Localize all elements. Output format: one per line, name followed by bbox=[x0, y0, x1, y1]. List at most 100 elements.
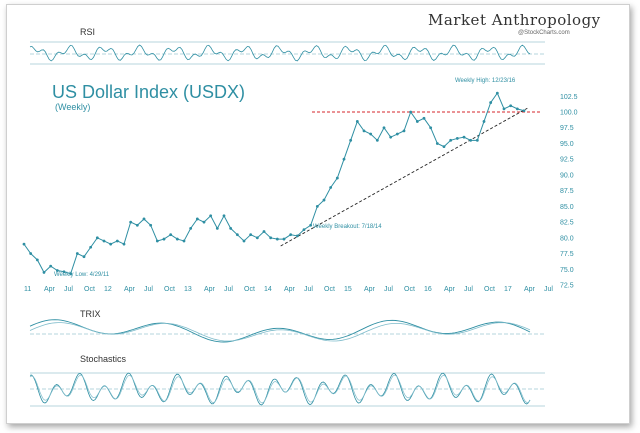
price-point bbox=[335, 176, 339, 180]
price-point bbox=[149, 223, 153, 227]
price-point bbox=[449, 138, 453, 142]
price-point bbox=[442, 145, 446, 149]
price-point bbox=[95, 236, 99, 240]
price-point bbox=[322, 198, 326, 202]
price-point bbox=[169, 233, 173, 237]
annotation-weekly-high: Weekly High: 12/23/16 bbox=[455, 78, 516, 84]
price-point bbox=[315, 204, 319, 208]
y-tick-label: 77.5 bbox=[560, 251, 574, 258]
x-tick-label: Oct bbox=[404, 286, 415, 293]
price-point bbox=[289, 233, 293, 237]
chart-subtitle: (Weekly) bbox=[55, 102, 90, 112]
x-tick-label: Apr bbox=[204, 286, 216, 293]
price-point bbox=[155, 239, 159, 243]
price-point bbox=[82, 255, 86, 259]
x-tick-label: 16 bbox=[424, 286, 432, 293]
price-point bbox=[235, 233, 239, 237]
price-point bbox=[229, 226, 233, 230]
rsi-label: RSI bbox=[80, 27, 95, 37]
y-tick-label: 102.5 bbox=[560, 94, 578, 101]
price-point bbox=[102, 239, 106, 243]
price-point bbox=[162, 237, 166, 241]
price-point bbox=[475, 138, 479, 142]
y-tick-label: 90.0 bbox=[560, 172, 574, 179]
x-tick-label: 11 bbox=[24, 286, 31, 293]
annotation-weekly-breakout: Weekly Breakout: 7/18/14 bbox=[313, 224, 382, 230]
price-point bbox=[22, 242, 26, 246]
price-point bbox=[122, 242, 126, 246]
price-point bbox=[509, 104, 513, 108]
price-point bbox=[375, 138, 379, 142]
price-point bbox=[342, 157, 346, 161]
price-point bbox=[302, 228, 306, 232]
y-tick-label: 92.5 bbox=[560, 157, 574, 164]
brand-source: @StockCharts.com bbox=[518, 30, 570, 36]
price-point bbox=[469, 138, 473, 142]
x-axis: 11 Apr Jul Oct 12 Apr Jul Oct 13 Apr Jul Oct 14 Apr Ju… bbox=[24, 286, 553, 293]
chart-title: US Dollar Index (USDX) bbox=[52, 82, 245, 102]
x-tick-label: Apr bbox=[284, 286, 296, 293]
trix-signal-line bbox=[29, 322, 531, 342]
price-point bbox=[515, 107, 519, 111]
price-point bbox=[89, 245, 93, 249]
x-tick-label: 15 bbox=[344, 286, 352, 293]
x-tick-label: 13 bbox=[184, 286, 192, 293]
main-panel: US Dollar Index (USDX) (Weekly) 72.5 75.0… bbox=[22, 78, 578, 293]
price-point bbox=[222, 214, 226, 218]
x-tick-label: Jul bbox=[464, 286, 473, 293]
price-point bbox=[349, 138, 353, 142]
price-point bbox=[115, 239, 119, 243]
price-point bbox=[382, 126, 386, 130]
x-tick-label: Oct bbox=[484, 286, 495, 293]
annotation-weekly-low: Weekly Low: 4/29/11 bbox=[54, 272, 110, 278]
trix-panel: TRIX bbox=[29, 309, 545, 343]
price-point bbox=[362, 129, 366, 133]
price-point bbox=[429, 126, 433, 130]
price-point bbox=[202, 220, 206, 224]
price-point bbox=[49, 264, 53, 268]
rsi-line bbox=[29, 44, 531, 62]
x-tick-label: Apr bbox=[364, 286, 376, 293]
price-point bbox=[42, 271, 46, 274]
price-point bbox=[309, 223, 313, 227]
y-tick-label: 95.0 bbox=[560, 141, 574, 148]
price-point bbox=[29, 252, 33, 255]
price-point bbox=[75, 252, 79, 255]
chart-frame bbox=[6, 4, 630, 424]
x-tick-label: Jul bbox=[224, 286, 233, 293]
stochastics-label: Stochastics bbox=[80, 354, 127, 364]
price-point bbox=[135, 223, 139, 227]
price-point bbox=[269, 236, 273, 240]
price-point bbox=[249, 233, 253, 237]
y-tick-label: 80.0 bbox=[560, 235, 574, 242]
price-point bbox=[295, 234, 299, 238]
x-tick-label: Apr bbox=[44, 286, 56, 293]
price-point bbox=[175, 237, 179, 241]
x-tick-label: 17 bbox=[504, 286, 512, 293]
price-point bbox=[422, 116, 426, 120]
price-point bbox=[55, 269, 59, 272]
stochastics-panel: Stochastics bbox=[29, 354, 545, 407]
y-tick-label: 100.0 bbox=[560, 110, 578, 117]
trix-label: TRIX bbox=[80, 309, 101, 319]
x-tick-label: Oct bbox=[84, 286, 95, 293]
price-point bbox=[435, 142, 439, 145]
price-point bbox=[275, 237, 279, 241]
price-point bbox=[195, 217, 199, 221]
x-tick-label: Jul bbox=[64, 286, 73, 293]
price-point bbox=[415, 120, 419, 123]
x-tick-label: Jul bbox=[544, 286, 553, 293]
y-axis: 72.5 75.0 77.5 80.0 82.5 85.0 87.5 90.0 92.5 95.0… bbox=[560, 94, 578, 290]
x-tick-label: Jul bbox=[144, 286, 153, 293]
price-point bbox=[455, 137, 459, 140]
x-tick-label: Oct bbox=[164, 286, 175, 293]
y-tick-label: 97.5 bbox=[560, 125, 574, 132]
usdx-price-line bbox=[23, 92, 525, 275]
price-point bbox=[282, 237, 286, 241]
price-point bbox=[502, 107, 506, 111]
x-tick-label: Apr bbox=[124, 286, 136, 293]
price-point bbox=[355, 120, 359, 123]
price-point bbox=[489, 101, 493, 104]
price-point bbox=[189, 226, 193, 230]
